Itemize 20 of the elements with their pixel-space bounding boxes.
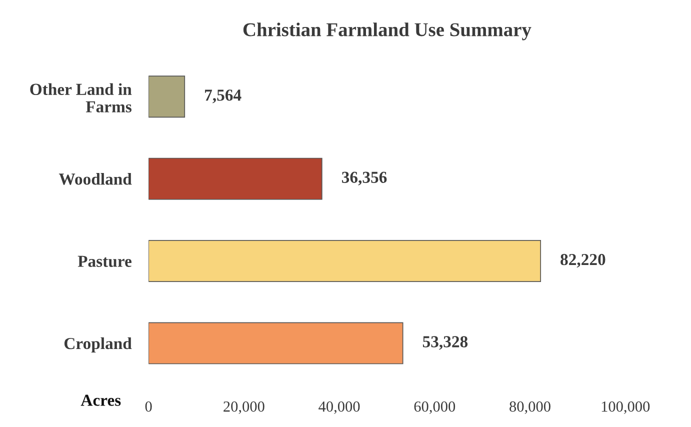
x-tick-label: 80,000 — [510, 401, 550, 414]
chart-title: Christian Farmland Use Summary — [243, 22, 532, 40]
y-tick-label: Pasture — [78, 256, 132, 267]
bar — [148, 240, 541, 282]
y-tick-label: Cropland — [64, 337, 132, 353]
data-label: 82,220 — [560, 254, 606, 268]
data-label: 53,328 — [422, 336, 468, 350]
bar — [148, 322, 404, 364]
x-tick-label: 0 — [145, 401, 152, 412]
x-axis-title: Acres — [80, 394, 121, 406]
x-tick-label: 20,000 — [224, 401, 264, 414]
y-tick-label: Other Land in Farms — [30, 83, 132, 112]
data-label: 36,356 — [342, 172, 387, 186]
x-tick-label: 60,000 — [414, 401, 456, 414]
y-tick-label: Woodland — [58, 173, 132, 185]
x-tick-label: 100,000 — [602, 401, 650, 414]
bar — [148, 158, 322, 200]
x-tick-label: 40,000 — [318, 401, 360, 414]
bar — [148, 76, 186, 118]
data-label: 7,564 — [205, 90, 242, 104]
